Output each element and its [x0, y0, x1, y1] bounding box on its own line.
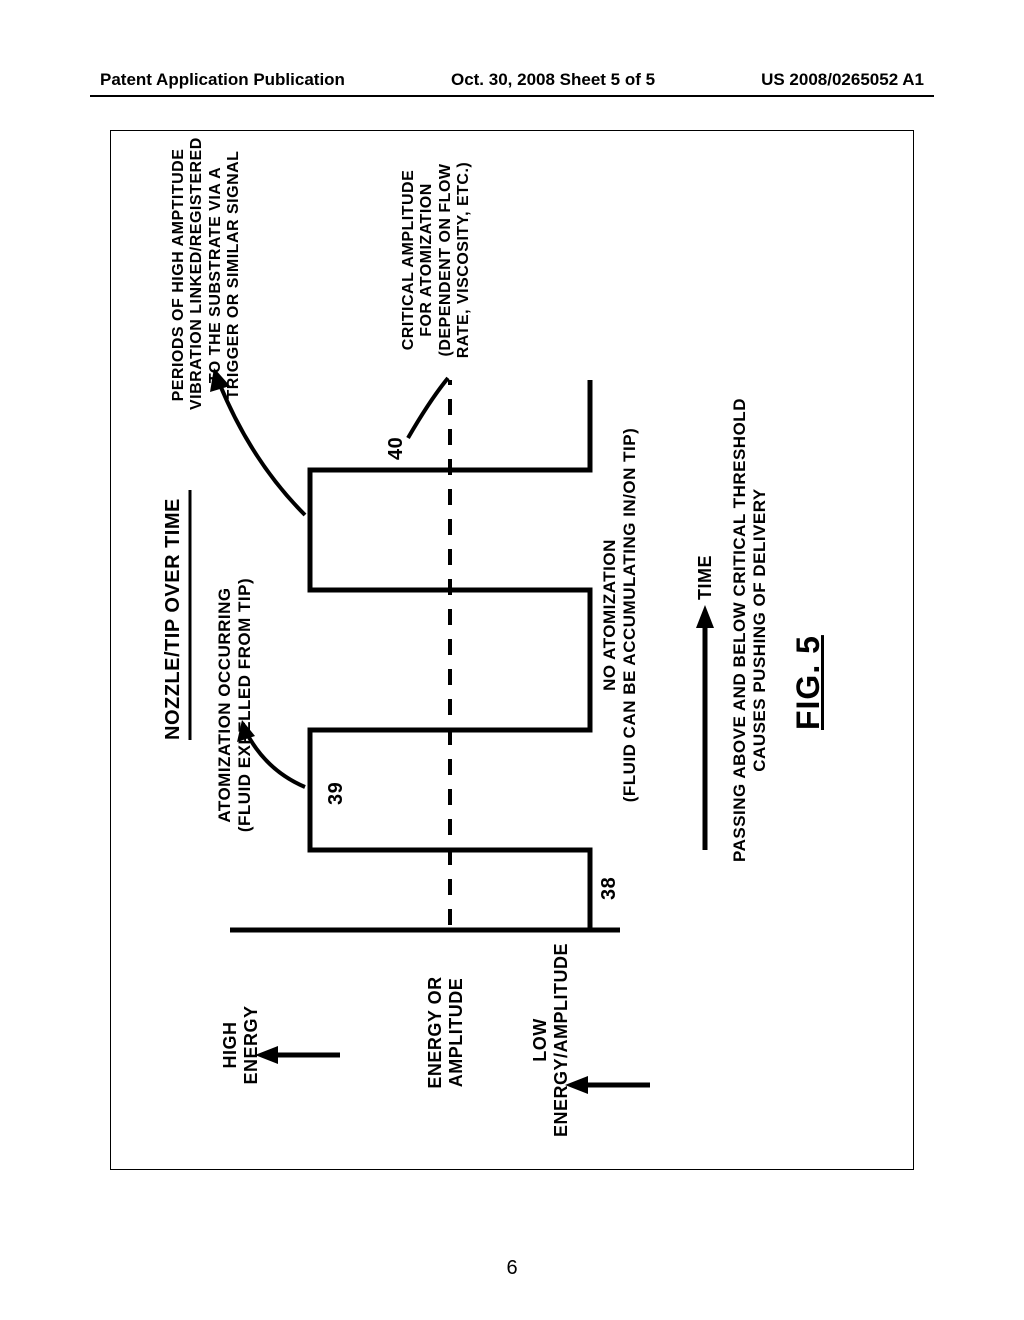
- page-number: 6: [0, 1257, 1024, 1280]
- y-label-high: HIGH ENERGY: [220, 980, 261, 1110]
- y-label-low: LOW ENERGY/AMPLITUDE: [530, 940, 571, 1140]
- label-critical: CRITICAL AMPLITUDE FOR ATOMIZATION (DEPE…: [400, 150, 474, 370]
- header-rule: [90, 95, 934, 97]
- label-periods: PERIODS OF HIGH AMPTITUDE VIBRATION LINK…: [170, 140, 244, 410]
- figure-label: FIG. 5: [790, 635, 827, 730]
- ref-39: 39: [325, 782, 348, 805]
- diagram: NOZZLE/TIP OVER TIME HIGH ENERGY ENERGY …: [130, 150, 890, 1150]
- label-no-atomization: NO ATOMIZATION (FLUID CAN BE ACCUMULATIN…: [600, 390, 639, 840]
- page-header: Patent Application Publication Oct. 30, …: [0, 70, 1024, 90]
- header-center: Oct. 30, 2008 Sheet 5 of 5: [451, 70, 655, 90]
- x-caption: PASSING ABOVE AND BELOW CRITICAL THRESHO…: [730, 370, 769, 890]
- label-atomization: ATOMIZATION OCCURRING (FLUID EXPELLED FR…: [215, 560, 254, 850]
- x-label-time: TIME: [695, 555, 716, 600]
- diagram-stage: NOZZLE/TIP OVER TIME HIGH ENERGY ENERGY …: [130, 150, 890, 1150]
- y-label-mid: ENERGY OR AMPLITUDE: [425, 955, 466, 1110]
- header-right: US 2008/0265052 A1: [761, 70, 924, 90]
- diagram-title: NOZZLE/TIP OVER TIME: [162, 498, 185, 740]
- ref-40: 40: [385, 437, 408, 460]
- ref-38: 38: [598, 877, 621, 900]
- header-left: Patent Application Publication: [100, 70, 345, 90]
